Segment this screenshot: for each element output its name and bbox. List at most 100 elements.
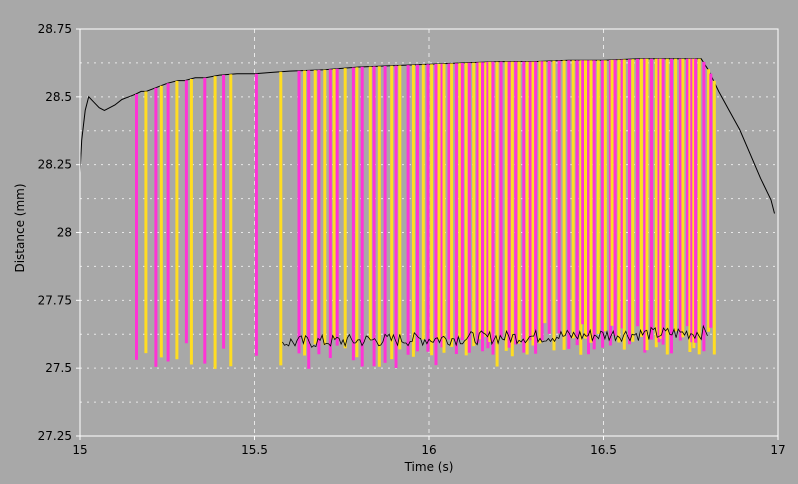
oscillation-spike — [360, 66, 364, 367]
oscillation-spike — [628, 59, 631, 345]
oscillation-spike — [552, 60, 556, 351]
oscillation-spike — [543, 61, 547, 324]
oscillation-spike — [639, 58, 643, 337]
oscillation-spike — [458, 63, 462, 338]
oscillation-spike — [434, 64, 438, 366]
oscillation-spike — [464, 62, 468, 356]
y-axis-label: Distance (mm) — [13, 183, 27, 272]
oscillation-spike — [467, 62, 471, 353]
oscillation-spike — [332, 69, 336, 339]
oscillation-spike — [335, 68, 339, 346]
oscillation-spike — [620, 59, 624, 329]
oscillation-spike — [297, 70, 301, 354]
x-tick-label: 16 — [421, 443, 436, 457]
oscillation-spike — [383, 66, 387, 363]
oscillation-spike — [531, 61, 535, 346]
oscillation-spike — [159, 85, 163, 358]
oscillation-spike — [478, 62, 482, 340]
oscillation-spike — [702, 61, 706, 352]
oscillation-spike — [495, 61, 499, 367]
oscillation-spike — [645, 58, 649, 351]
oscillation-spike — [203, 77, 207, 364]
x-tick-label: 17 — [770, 443, 785, 457]
oscillation-spike — [610, 59, 614, 326]
oscillation-spike — [175, 80, 179, 360]
oscillation-spike — [406, 65, 410, 355]
oscillation-spike — [481, 62, 484, 352]
oscillation-spike — [372, 66, 376, 367]
oscillation-spike — [488, 61, 492, 342]
oscillation-spike — [622, 59, 626, 350]
oscillation-spike — [317, 69, 321, 355]
oscillation-spike — [213, 76, 217, 369]
oscillation-spike — [144, 91, 148, 354]
oscillation-spike — [394, 65, 398, 368]
oscillation-spike — [534, 61, 538, 354]
oscillation-spike — [279, 71, 283, 366]
oscillation-spike — [442, 63, 446, 353]
oscillation-spike — [254, 73, 258, 356]
oscillation-spike — [712, 80, 716, 355]
oscillation-spike — [499, 61, 503, 338]
oscillation-spike — [189, 79, 193, 365]
oscillation-spike — [447, 63, 451, 340]
oscillation-spike — [697, 58, 701, 355]
x-tick-label: 16.5 — [590, 443, 617, 457]
oscillation-spike — [411, 64, 415, 357]
x-axis-label: Time (s) — [404, 460, 454, 474]
y-tick-label: 28.75 — [38, 22, 72, 36]
oscillation-series — [135, 58, 716, 369]
oscillation-spike — [584, 60, 587, 339]
oscillation-spike — [303, 70, 307, 356]
oscillation-spike — [581, 60, 585, 325]
oscillation-spike — [596, 60, 600, 334]
floor-noise-line — [282, 324, 708, 348]
oscillation-spike — [351, 67, 355, 361]
oscillation-spike — [135, 94, 138, 360]
oscillation-spike — [460, 63, 464, 341]
oscillation-spike — [507, 61, 511, 348]
oscillation-spike — [307, 70, 311, 369]
oscillation-spike — [538, 61, 542, 344]
oscillation-spike — [377, 66, 381, 367]
oscillation-spike — [567, 60, 571, 349]
oscillation-spike — [343, 68, 347, 349]
oscillation-spike — [643, 58, 647, 353]
oscillation-spike — [631, 59, 635, 342]
x-tick-label: 15 — [72, 443, 87, 457]
oscillation-spike — [368, 66, 372, 341]
oscillation-spike — [690, 58, 694, 343]
oscillation-spike — [430, 64, 434, 356]
oscillation-spike — [601, 60, 605, 348]
oscillation-spike — [166, 83, 170, 362]
oscillation-spike — [222, 74, 226, 349]
oscillation-spike — [437, 63, 441, 340]
oscillation-spike — [617, 59, 621, 343]
oscillation-spike — [587, 60, 590, 355]
x-tick-label: 15.5 — [241, 443, 268, 457]
oscillation-spike — [472, 62, 476, 347]
oscillation-spike — [514, 61, 518, 345]
oscillation-spike — [547, 61, 551, 334]
y-tick-label: 27.75 — [38, 293, 72, 307]
axes: 15 15.5 16 16.5 17 27.25 27.5 27.75 28 28.25 28.5 2… — [38, 22, 786, 457]
oscillation-spike — [709, 73, 713, 328]
oscillation-spike — [678, 58, 682, 341]
oscillation-spike — [659, 58, 663, 339]
oscillation-spike — [510, 61, 514, 357]
oscillation-spike — [229, 74, 233, 367]
y-tick-label: 28.5 — [45, 90, 72, 104]
oscillation-spike — [665, 58, 669, 355]
y-tick-label: 28 — [57, 226, 72, 240]
oscillation-spike — [681, 58, 685, 338]
oscillation-spike — [484, 62, 488, 337]
oscillation-spike — [650, 58, 653, 340]
series-layer — [79, 58, 775, 369]
oscillation-spike — [184, 80, 188, 344]
oscillation-spike — [686, 58, 689, 327]
oscillation-spike — [154, 87, 158, 367]
oscillation-spike — [540, 61, 544, 341]
oscillation-spike — [571, 60, 575, 339]
